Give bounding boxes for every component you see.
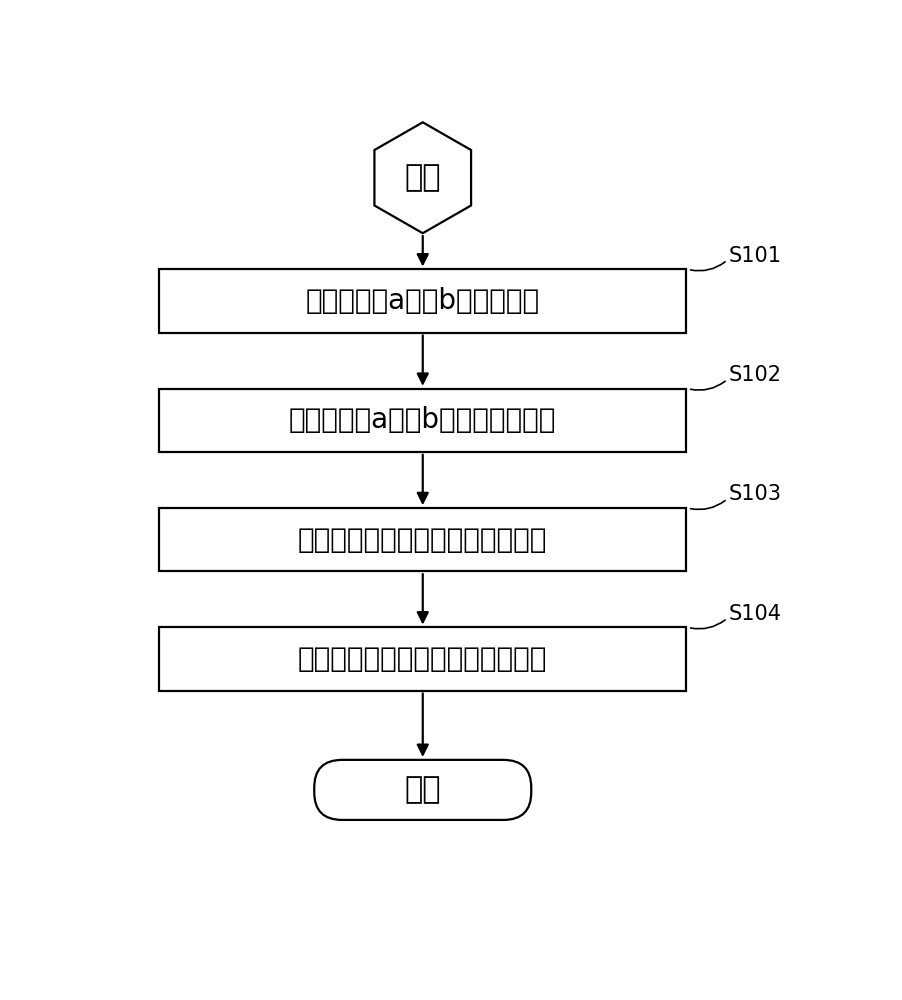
FancyArrowPatch shape bbox=[691, 620, 725, 629]
Text: S103: S103 bbox=[729, 484, 782, 504]
FancyBboxPatch shape bbox=[314, 760, 531, 820]
Text: 开始: 开始 bbox=[404, 163, 441, 192]
FancyBboxPatch shape bbox=[160, 627, 686, 691]
Text: 利用转子温度表达式计算转子温度: 利用转子温度表达式计算转子温度 bbox=[298, 645, 548, 673]
Text: 获取定子的a相与b相之间的线电压: 获取定子的a相与b相之间的线电压 bbox=[289, 406, 557, 434]
Polygon shape bbox=[374, 122, 471, 233]
FancyBboxPatch shape bbox=[160, 508, 686, 571]
Text: S101: S101 bbox=[729, 246, 782, 266]
Text: S104: S104 bbox=[729, 604, 782, 624]
Text: 获取该永磁同步电机的转子的转速: 获取该永磁同步电机的转子的转速 bbox=[298, 526, 548, 554]
Text: S102: S102 bbox=[729, 365, 782, 385]
FancyArrowPatch shape bbox=[691, 262, 725, 271]
Text: 获取定子的a相和b相的线电流: 获取定子的a相和b相的线电流 bbox=[306, 287, 539, 315]
FancyBboxPatch shape bbox=[160, 389, 686, 452]
FancyArrowPatch shape bbox=[691, 381, 725, 390]
FancyBboxPatch shape bbox=[160, 269, 686, 333]
FancyArrowPatch shape bbox=[691, 501, 725, 509]
Text: 结束: 结束 bbox=[404, 775, 441, 804]
